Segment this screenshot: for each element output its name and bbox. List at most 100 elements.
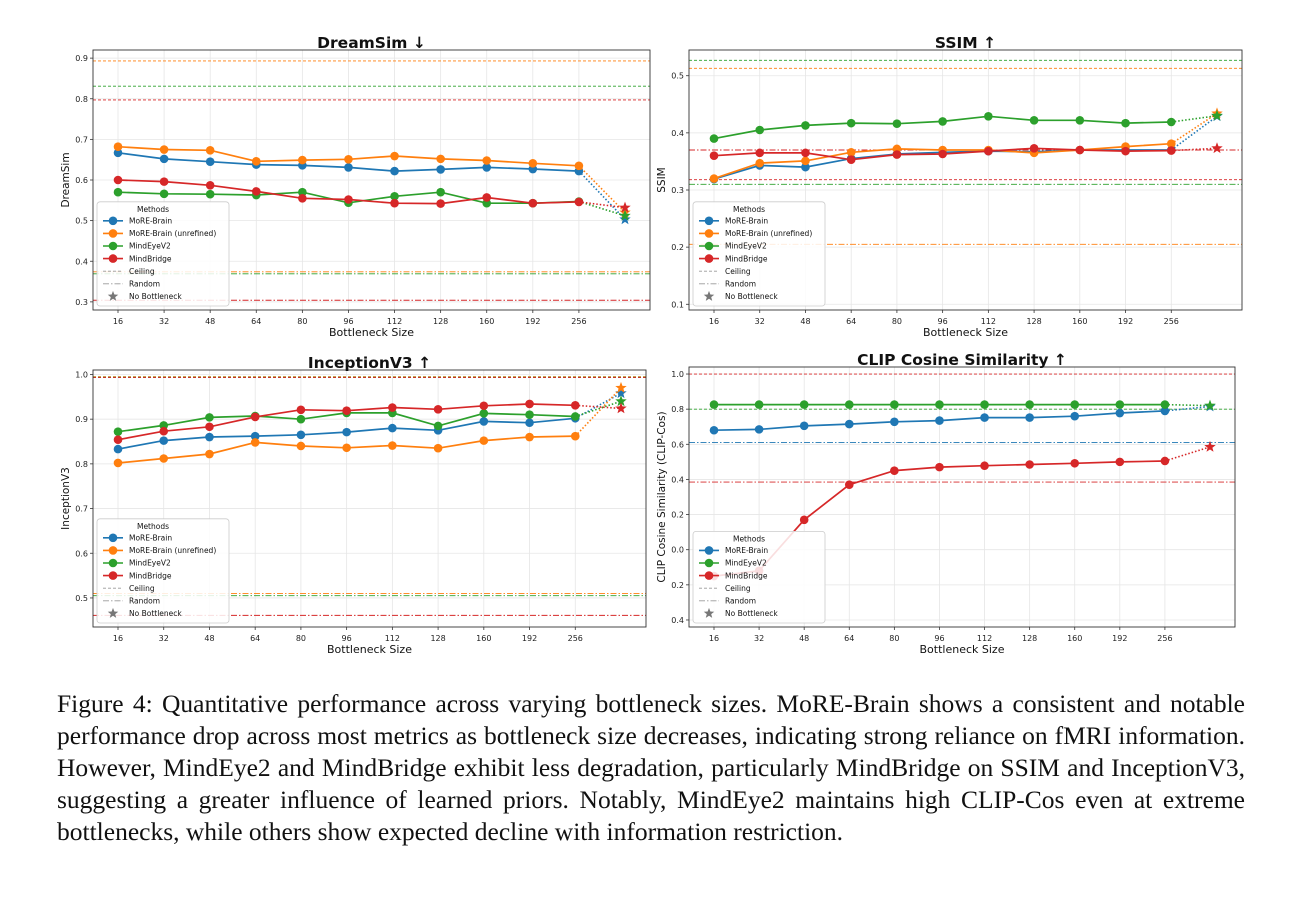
data-point-more-brain bbox=[159, 154, 169, 164]
data-point-more-brain-unrefined bbox=[205, 146, 215, 155]
data-point-mindbridge bbox=[298, 193, 307, 203]
chart-title: CLIP Cosine Similarity ↑ bbox=[857, 351, 1067, 369]
series-no-bottleneck-link-mindeyev2 bbox=[1171, 114, 1218, 123]
data-point-mindbridge bbox=[799, 515, 809, 525]
data-point-mindbridge bbox=[938, 149, 947, 159]
legend-marker-mindbridge bbox=[704, 571, 714, 580]
data-point-more-brain bbox=[980, 413, 989, 422]
data-point-mindbridge bbox=[251, 187, 261, 196]
x-tick-label: 256 bbox=[571, 317, 586, 326]
data-point-more-brain-unrefined bbox=[296, 441, 306, 451]
legend-box bbox=[96, 518, 230, 624]
y-tick-label: 0.5 bbox=[75, 594, 88, 603]
no-bottleneck-star-mindbridge bbox=[615, 402, 627, 414]
series-no-bottleneck-link-mindbridge bbox=[1171, 147, 1218, 152]
data-point-mindbridge bbox=[525, 399, 534, 409]
data-point-mindeyev2 bbox=[1160, 400, 1170, 409]
x-tick-label: 64 bbox=[251, 317, 261, 326]
data-point-more-brain bbox=[436, 165, 445, 174]
data-point-mindeyev2 bbox=[433, 421, 443, 431]
y-axis-label: CLIP Cosine Similarity (CLIP-Cos) bbox=[656, 411, 668, 582]
legend: Methods MoRE-Brain MoRE-Brain (unrefined) M… bbox=[96, 201, 230, 307]
plot-frame bbox=[92, 49, 651, 311]
data-point-mindbridge bbox=[709, 151, 719, 161]
data-point-more-brain bbox=[250, 431, 260, 441]
data-point-mindeyev2 bbox=[755, 125, 765, 135]
data-point-more-brain bbox=[709, 425, 719, 435]
figure-caption: Figure 4: Quantitative performance acros… bbox=[57, 689, 1245, 846]
data-point-mindbridge bbox=[1121, 146, 1130, 156]
y-tick-label: 1.0 bbox=[671, 370, 684, 379]
no-bottleneck-star-mindbridge bbox=[1211, 142, 1223, 154]
data-point-mindeyev2 bbox=[205, 189, 215, 199]
legend-label-no-bottleneck: No Bottleneck bbox=[725, 292, 778, 301]
chart-title: InceptionV3 ↑ bbox=[308, 354, 431, 372]
data-point-mindeyev2 bbox=[1029, 115, 1039, 125]
legend-label-ceiling: Ceiling bbox=[725, 267, 751, 276]
data-point-more-brain bbox=[1115, 408, 1125, 418]
data-point-mindbridge bbox=[570, 401, 580, 410]
data-point-mindbridge bbox=[479, 401, 489, 411]
data-point-more-brain bbox=[890, 417, 899, 427]
plot-frame bbox=[92, 369, 647, 628]
y-tick-label: 0.7 bbox=[75, 505, 88, 514]
x-tick-label: 128 bbox=[1022, 634, 1037, 643]
series-no-bottleneck-link-more-brain-unrefined bbox=[574, 387, 622, 437]
y-tick-label: 0.4 bbox=[671, 616, 684, 625]
legend-label-no-bottleneck: No Bottleneck bbox=[129, 609, 182, 618]
data-point-more-brain-unrefined bbox=[433, 443, 443, 453]
data-point-mindbridge bbox=[113, 175, 123, 185]
y-tick-label: 0.9 bbox=[75, 415, 88, 424]
series-no-bottleneck-link-more-brain bbox=[1170, 115, 1218, 151]
y-axis-label: SSIM bbox=[656, 167, 668, 193]
x-tick-label: 16 bbox=[709, 317, 719, 326]
data-point-more-brain bbox=[479, 417, 489, 426]
x-tick-label: 192 bbox=[1112, 634, 1127, 643]
data-point-more-brain-unrefined bbox=[1166, 139, 1176, 149]
data-point-mindeyev2 bbox=[113, 187, 123, 197]
data-point-more-brain-unrefined bbox=[479, 436, 489, 445]
x-tick-label: 256 bbox=[1164, 317, 1179, 326]
x-tick-label: 256 bbox=[568, 634, 583, 643]
y-tick-label: 0.3 bbox=[75, 298, 88, 307]
data-point-mindbridge bbox=[159, 426, 169, 436]
data-point-mindeyev2 bbox=[113, 427, 123, 436]
data-point-more-brain-unrefined bbox=[709, 174, 719, 183]
legend-marker-mindeyev2 bbox=[704, 558, 714, 568]
x-tick-label: 96 bbox=[343, 317, 353, 326]
data-point-mindbridge bbox=[844, 480, 854, 490]
series-no-bottleneck-link-more-brain-unrefined bbox=[1170, 112, 1218, 145]
legend-star-icon bbox=[107, 607, 119, 618]
x-tick-label: 64 bbox=[846, 317, 856, 326]
legend-marker-more-brain bbox=[704, 216, 714, 226]
data-point-mindeyev2 bbox=[525, 410, 534, 419]
legend-box bbox=[96, 201, 230, 307]
series-no-bottleneck-link-more-brain bbox=[574, 392, 622, 419]
data-point-mindeyev2 bbox=[570, 412, 580, 421]
data-point-more-brain bbox=[205, 157, 215, 167]
no-bottleneck-star-mindeyev2 bbox=[619, 209, 631, 221]
legend-title: Methods bbox=[733, 205, 765, 214]
data-point-more-brain-unrefined bbox=[342, 443, 351, 453]
y-tick-label: 0.2 bbox=[671, 581, 684, 590]
x-tick-label: 16 bbox=[709, 634, 719, 643]
x-tick-label: 160 bbox=[1072, 317, 1087, 326]
y-tick-label: 0.8 bbox=[671, 405, 684, 414]
no-bottleneck-star-more-brain-unrefined bbox=[615, 381, 627, 393]
x-tick-label: 80 bbox=[889, 634, 899, 643]
data-point-mindbridge bbox=[482, 193, 492, 202]
x-tick-label: 96 bbox=[934, 634, 944, 643]
data-point-mindeyev2 bbox=[1121, 118, 1130, 128]
x-tick-label: 192 bbox=[525, 317, 540, 326]
legend-label-no-bottleneck: No Bottleneck bbox=[725, 609, 778, 618]
data-point-more-brain-unrefined bbox=[159, 454, 169, 463]
legend-box bbox=[692, 531, 826, 624]
y-tick-label: 1.0 bbox=[75, 370, 88, 379]
figure-4-charts: 0.3 0.4 0.5 0.6 0.7 0.8 0.9 16 32 48 64 80 96 112 128 1… bbox=[60, 34, 1243, 656]
data-point-more-brain-unrefined bbox=[755, 158, 765, 168]
x-tick-label: 192 bbox=[522, 634, 537, 643]
legend-label-mindeyev2: MindEyeV2 bbox=[725, 559, 767, 568]
x-tick-label: 96 bbox=[342, 634, 352, 643]
series-no-bottleneck-link-more-brain bbox=[578, 170, 626, 220]
data-point-mindbridge bbox=[1166, 146, 1176, 155]
